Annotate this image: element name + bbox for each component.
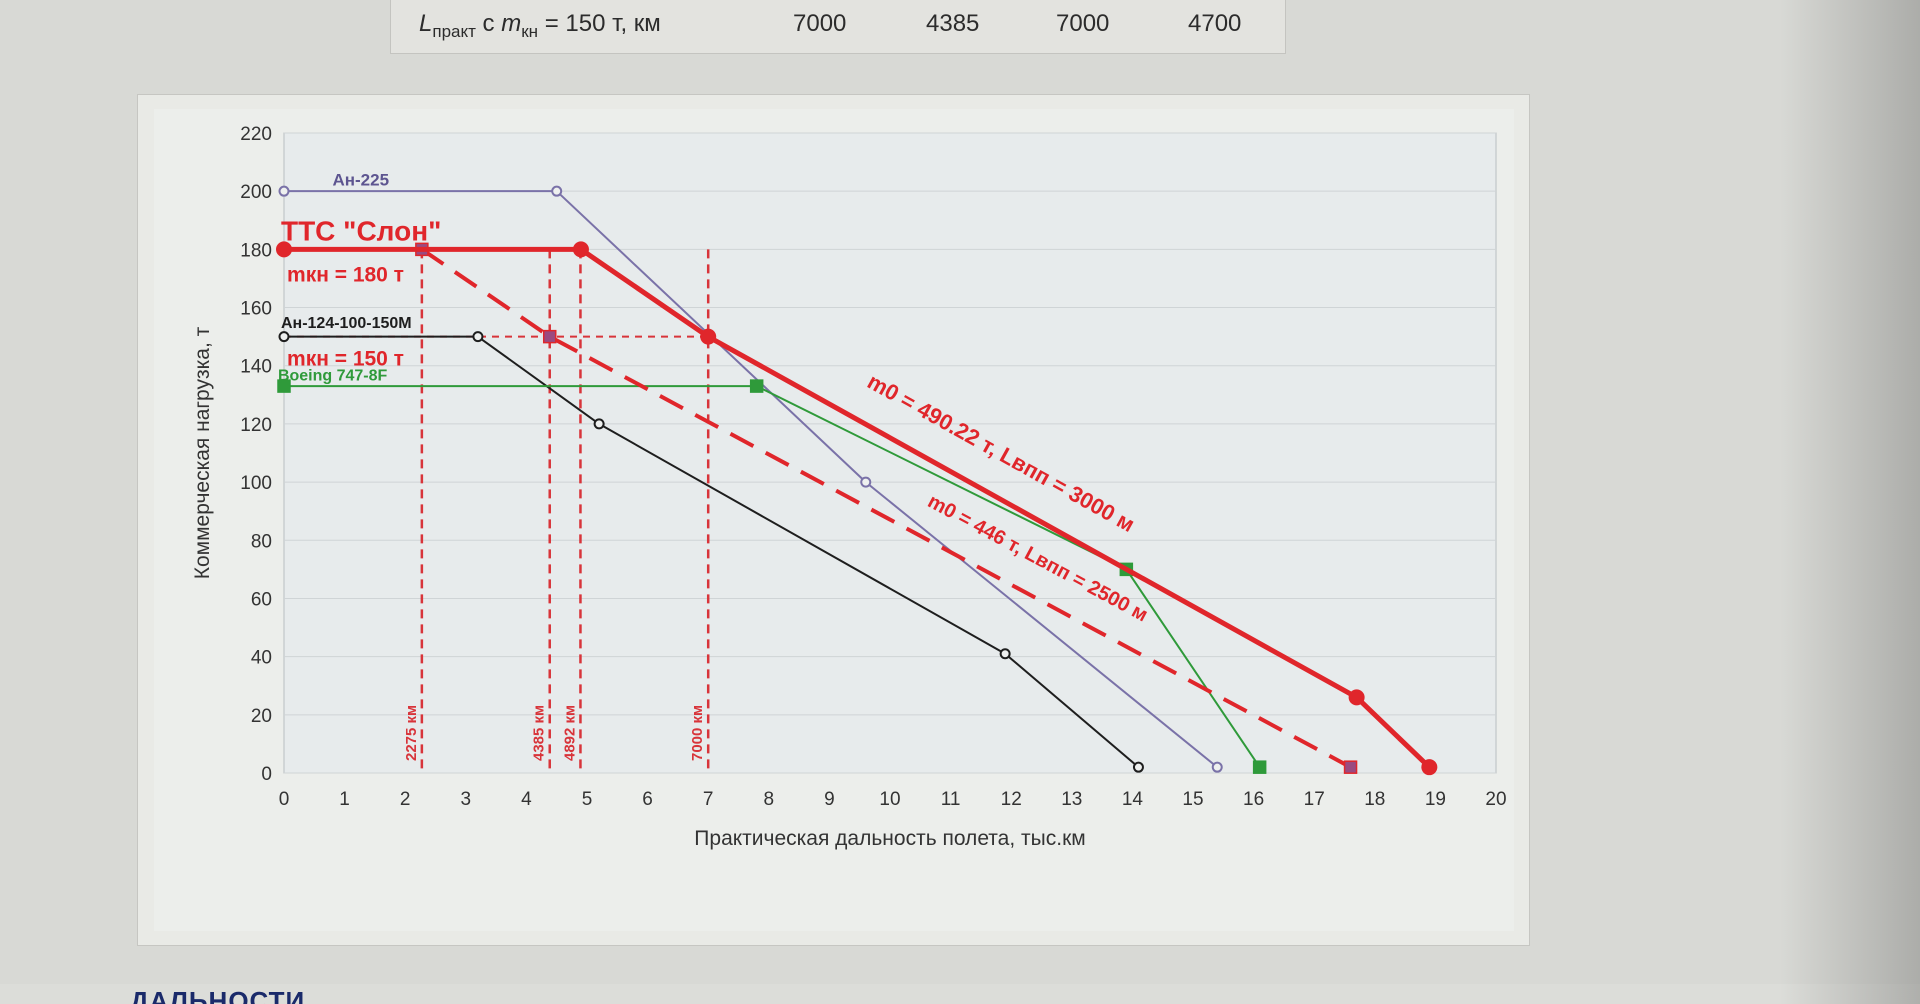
data-point-slon-3 [700,328,717,345]
y-tick-label-20: 20 [251,706,272,727]
x-tick-label-5: 5 [582,789,593,810]
label-slon-title: ТТС "Слон" [281,216,441,247]
x-tick-label-15: 15 [1182,789,1203,810]
payload-range-chart: 0 20 40 60 80 100 120 140 160 180 200 220 0 1 2 3 4 5 6 7 8 9… [137,94,1530,946]
x-tick-label-8: 8 [764,789,775,810]
series-line-slon_dashed [420,247,1352,769]
data-point-an124-2 [472,331,484,343]
data-point-slon-1 [276,241,292,258]
data-point-slon-4 [1348,689,1365,706]
x-tick-label-11: 11 [941,789,961,810]
row-label-practical-range: Lпракт с mкн = 150 т, км [419,10,661,41]
bottom-document-strip: ДАЛЬНОСТИ [0,984,1920,1004]
x-tick-label-13: 13 [1061,789,1082,810]
x-tick-label-14: 14 [1122,789,1144,810]
x-tick-label-4: 4 [521,789,532,810]
x-tick-label-20: 20 [1485,789,1506,810]
x-tick-label-12: 12 [1001,789,1022,810]
data-point-an225-4 [1211,761,1223,773]
y-tick-label-180: 180 [240,240,272,261]
x-axis-title: Практическая дальность полета, тыс.км [694,827,1085,850]
y-tick-label-140: 140 [240,357,272,378]
series-line-boeing [284,385,1261,768]
x-tick-label-10: 10 [879,789,900,810]
data-point-slon-2 [572,241,589,258]
guide-label-2: 4385 км [531,705,548,761]
y-tick-label-80: 80 [251,531,272,552]
x-tick-label-16: 16 [1243,789,1264,810]
label-an225: Ан-225 [332,170,389,189]
data-point-an124-1 [278,331,290,343]
table-value-2: 4385 [926,10,980,37]
data-point-slon_dashed-3 [1343,760,1358,774]
x-tick-label-17: 17 [1304,789,1325,810]
data-point-an225-1 [278,185,290,197]
data-point-boeing-1 [277,379,291,393]
y-tick-label-220: 220 [240,124,272,145]
label-mkn-150: mкн = 150 т [287,348,404,371]
screen-edge-shade [1780,0,1920,1004]
data-point-boeing-4 [1252,760,1267,774]
label-an124: Ан-124-100-150М [281,315,412,332]
y-tick-label-100: 100 [240,473,272,494]
y-tick-label-160: 160 [240,299,272,320]
x-tick-label-9: 9 [824,789,835,810]
x-tick-label-2: 2 [400,789,411,810]
parameters-table: Lпракт с mкн = 150 т, км 7000 4385 7000 … [390,0,1286,54]
y-tick-label-120: 120 [240,415,272,436]
x-tick-label-3: 3 [461,789,472,810]
bottom-heading-text: ДАЛЬНОСТИ [130,986,306,1004]
data-point-an124-5 [1132,761,1144,773]
table-value-4: 4700 [1188,10,1242,37]
data-point-an225-2 [551,185,563,197]
data-point-slon-5 [1421,759,1438,776]
x-tick-label-7: 7 [703,789,714,810]
y-tick-label-40: 40 [251,648,272,669]
y-tick-label-60: 60 [251,589,272,610]
data-point-an225-3 [860,476,872,488]
x-tick-label-6: 6 [642,789,653,810]
data-point-boeing-2 [749,379,764,393]
x-tick-label-0: 0 [279,789,290,810]
data-point-an124-3 [593,418,605,430]
guide-label-3: 4892 км [561,705,578,761]
data-point-slon_dashed-2 [542,329,557,344]
x-tick-label-18: 18 [1364,789,1385,810]
x-tick-label-1: 1 [339,789,350,810]
table-value-1: 7000 [793,10,847,37]
x-tick-label-19: 19 [1425,789,1446,810]
data-point-an124-4 [999,648,1011,660]
guide-label-1: 2275 км [403,705,420,761]
guide-label-4: 7000 км [689,705,706,761]
label-boeing: Boeing 747-8F [278,367,388,384]
label-mkn-180: mкн = 180 т [287,263,404,286]
table-value-3: 7000 [1056,10,1110,37]
y-axis-title: Коммерческая нагрузка, т [191,326,214,579]
y-tick-label-0: 0 [261,764,272,785]
y-tick-label-200: 200 [240,182,272,203]
